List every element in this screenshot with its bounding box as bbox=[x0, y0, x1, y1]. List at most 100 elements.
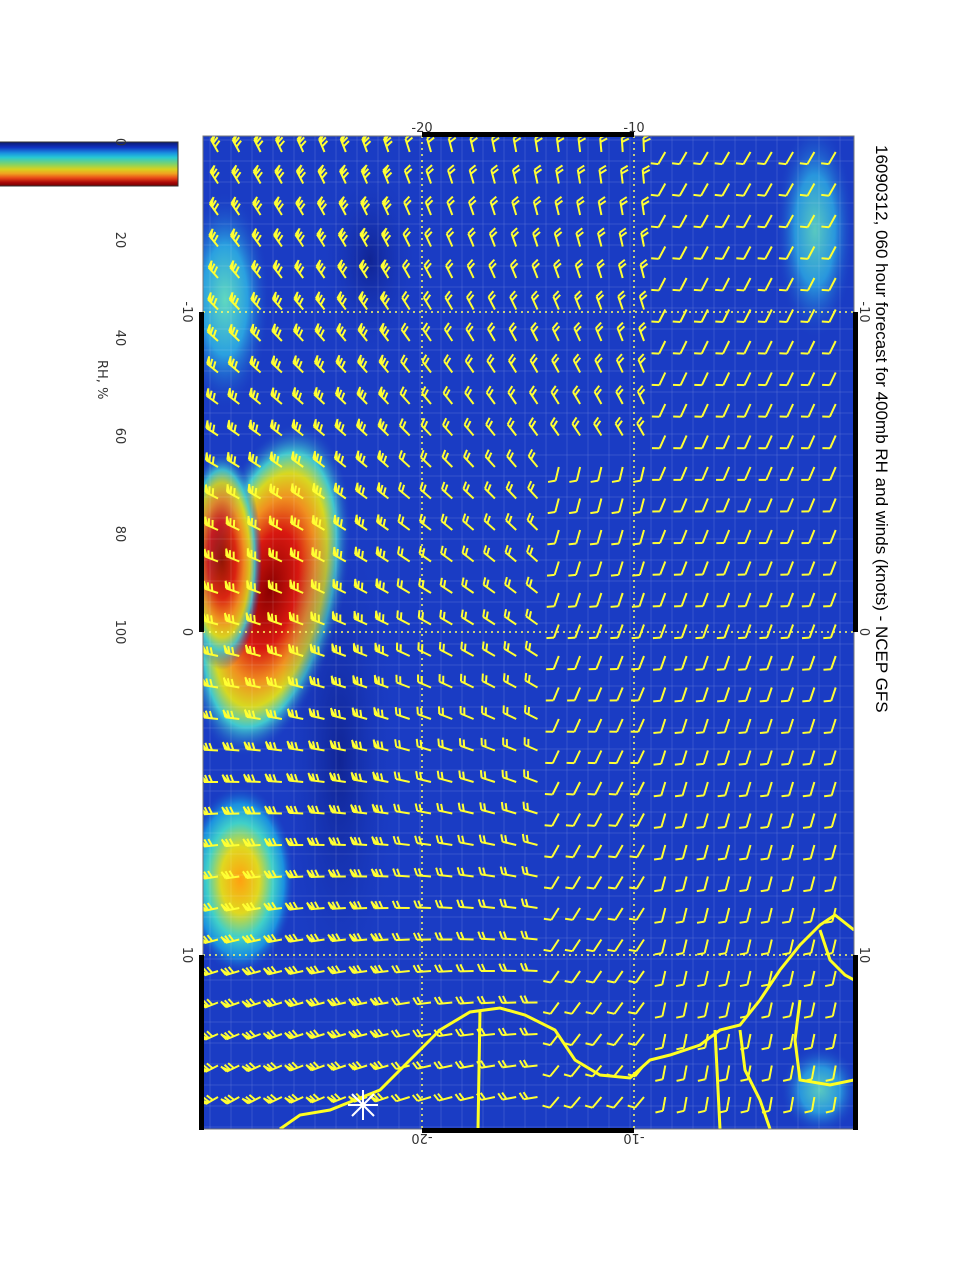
wind-barb bbox=[272, 259, 283, 279]
wind-barb bbox=[564, 938, 581, 953]
wind-barb bbox=[220, 1062, 240, 1073]
wind-barb bbox=[674, 781, 688, 798]
wind-barb bbox=[360, 164, 371, 184]
wind-barb bbox=[350, 803, 368, 815]
wind-barb bbox=[288, 611, 304, 626]
wind-barb bbox=[252, 196, 263, 216]
wind-barb bbox=[714, 214, 731, 229]
wind-barb bbox=[821, 214, 837, 229]
wind-barb bbox=[286, 707, 304, 720]
wind-barb bbox=[563, 1096, 581, 1109]
wind-barb bbox=[758, 529, 773, 545]
wind-barb bbox=[671, 151, 688, 166]
wind-barb bbox=[738, 813, 752, 829]
wind-barb bbox=[714, 151, 731, 166]
wind-barb bbox=[326, 1093, 347, 1104]
wind-barb bbox=[519, 962, 538, 972]
wind-barb bbox=[694, 340, 709, 355]
wind-barb bbox=[454, 1060, 474, 1070]
frame-bar-right-2 bbox=[853, 955, 858, 1130]
wind-barb bbox=[780, 655, 795, 671]
wind-barb bbox=[825, 1033, 837, 1051]
wind-barb bbox=[530, 322, 539, 342]
wind-barb bbox=[586, 938, 603, 953]
frame-bar-right-1 bbox=[853, 312, 858, 632]
wind-barb bbox=[500, 834, 517, 846]
colorbar-label: RH, % bbox=[94, 360, 109, 399]
wind-barb bbox=[799, 183, 816, 197]
wind-barb bbox=[271, 323, 283, 342]
wind-barb bbox=[267, 579, 283, 594]
wind-barb bbox=[369, 1060, 389, 1071]
wind-barb bbox=[598, 164, 608, 184]
wind-barb bbox=[631, 655, 645, 671]
wind-barb bbox=[523, 737, 538, 752]
wind-barb bbox=[348, 932, 368, 942]
wind-barb bbox=[418, 513, 432, 531]
wind-barb bbox=[529, 353, 539, 374]
wind-barb bbox=[464, 353, 475, 374]
wind-barb bbox=[693, 183, 709, 197]
right-label-0: 0 bbox=[856, 628, 871, 636]
wind-barb bbox=[782, 1065, 795, 1082]
wind-barb bbox=[565, 875, 581, 890]
wind-barb bbox=[607, 875, 624, 890]
wind-barb bbox=[424, 195, 434, 216]
wind-barb bbox=[262, 965, 283, 976]
wind-barb bbox=[205, 387, 219, 405]
wind-barb bbox=[284, 933, 304, 943]
wind-barb bbox=[821, 151, 837, 166]
wind-barb bbox=[419, 481, 432, 500]
wind-barb bbox=[203, 1062, 219, 1073]
wind-barb bbox=[585, 1033, 603, 1047]
wind-barb bbox=[241, 933, 261, 944]
wind-barb bbox=[607, 970, 624, 984]
wind-barb bbox=[403, 195, 412, 216]
wind-barb bbox=[627, 1096, 645, 1109]
wind-barb bbox=[316, 196, 328, 216]
wind-barb bbox=[271, 291, 283, 311]
wind-barb bbox=[632, 561, 645, 577]
wind-barb bbox=[332, 546, 347, 563]
wind-barb bbox=[675, 970, 688, 988]
wind-barb bbox=[543, 938, 560, 953]
wind-barb bbox=[335, 354, 347, 374]
wind-barb bbox=[628, 938, 645, 953]
wind-barb bbox=[264, 772, 282, 783]
wind-barb bbox=[759, 718, 773, 735]
wind-barb bbox=[443, 322, 454, 342]
border-5 bbox=[818, 929, 854, 982]
wind-barb bbox=[352, 642, 368, 657]
wind-barb bbox=[694, 498, 709, 513]
wind-barb bbox=[397, 514, 411, 531]
wind-barb bbox=[758, 340, 773, 355]
wind-barb bbox=[589, 592, 603, 608]
wind-barb bbox=[206, 355, 219, 374]
right-label-neg10: -10 bbox=[856, 301, 871, 322]
wind-barb bbox=[312, 418, 326, 437]
wind-barb bbox=[760, 844, 773, 861]
wind-barb bbox=[714, 183, 731, 197]
wind-barb bbox=[674, 687, 688, 703]
wind-barb bbox=[802, 750, 816, 766]
wind-barb bbox=[326, 997, 347, 1007]
wind-barb bbox=[391, 932, 410, 942]
wind-barb bbox=[284, 997, 304, 1008]
wind-barb bbox=[610, 561, 624, 577]
wind-barb bbox=[521, 833, 538, 846]
wind-barb bbox=[251, 228, 262, 248]
wind-barb bbox=[717, 687, 731, 703]
wind-barb bbox=[483, 513, 496, 531]
wind-barb bbox=[502, 737, 517, 752]
wind-barb bbox=[380, 227, 392, 247]
wind-barb bbox=[757, 246, 773, 260]
wind-barb bbox=[738, 687, 752, 703]
wind-barb bbox=[693, 277, 709, 292]
wind-barb bbox=[761, 970, 773, 988]
wind-barb bbox=[652, 466, 667, 481]
wind-barb bbox=[456, 899, 474, 909]
wind-barb bbox=[636, 416, 645, 436]
wind-barb bbox=[555, 164, 564, 184]
wind-barb bbox=[633, 466, 645, 483]
